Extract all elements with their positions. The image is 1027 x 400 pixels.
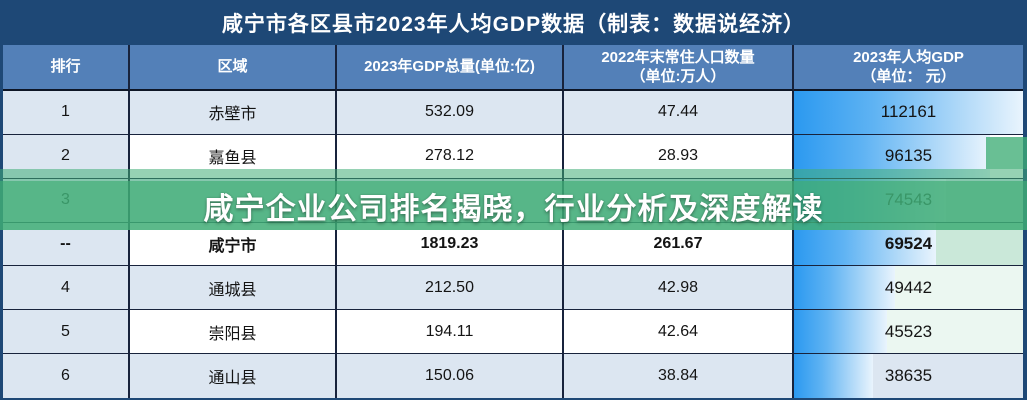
per-capita-cell-value: 69524 [884, 233, 933, 253]
rank-cell-value: 5 [61, 322, 70, 340]
header-cell-rank: 排行 [3, 45, 130, 91]
per-capita-cell-value: 38635 [884, 366, 933, 386]
region-cell-value: 通城县 [208, 281, 257, 299]
region-cell: 赤壁市 [130, 91, 337, 135]
header-cell-per_capita-value: 2023年人均GDP （单位： 元） [853, 48, 964, 86]
population-cell: 38.84 [564, 354, 794, 398]
region-cell: 通山县 [130, 354, 337, 398]
per-capita-cell: 112161 [794, 91, 1023, 135]
header-cell-region: 区域 [130, 45, 337, 91]
gdp-cell-value: 150.06 [425, 367, 474, 385]
gdp-cell: 150.06 [337, 354, 564, 398]
population-cell: 47.44 [564, 91, 794, 135]
header-cell-population: 2022年末常住人口数量 （单位:万人） [564, 45, 794, 91]
region-cell-value: 赤壁市 [208, 106, 257, 124]
gdp-cell-value: 278.12 [425, 147, 474, 165]
population-cell-value: 28.93 [657, 147, 699, 165]
header-cell-population-value: 2022年末常住人口数量 （单位:万人） [601, 48, 755, 86]
gdp-cell: 532.09 [337, 91, 564, 135]
header-cell-gdp-value: 2023年GDP总量(单位:亿) [364, 58, 535, 76]
gdp-cell: 212.50 [337, 266, 564, 311]
per-capita-cell-value: 49442 [884, 277, 933, 297]
overlay-green-strip [0, 169, 1027, 181]
per-capita-databar [794, 266, 895, 310]
gdp-cell-value: 532.09 [425, 103, 474, 121]
header-cell-gdp: 2023年GDP总量(单位:亿) [337, 45, 564, 91]
rank-cell: 5 [3, 310, 130, 355]
rank-cell-value: 1 [61, 103, 70, 121]
per-capita-cell-value: 112161 [880, 102, 937, 122]
rank-cell: 6 [3, 354, 130, 398]
gdp-cell-value: 194.11 [425, 322, 474, 340]
per-capita-databar [794, 310, 887, 354]
gdp-cell: 194.11 [337, 310, 564, 355]
region-cell-value: 通山县 [208, 370, 257, 388]
per-capita-cell-value: 96135 [884, 146, 933, 166]
page-title: 咸宁市各区县市2023年人均GDP数据（制表：数据说经济） [221, 12, 806, 36]
per-capita-cell: 45523 [794, 310, 1023, 355]
rank-cell: 4 [3, 266, 130, 311]
title-bar: 咸宁市各区县市2023年人均GDP数据（制表：数据说经济） [0, 0, 1027, 45]
rank-cell-value: 2 [61, 147, 70, 165]
region-cell-value: 嘉鱼县 [208, 150, 257, 168]
region-cell: 崇阳县 [130, 310, 337, 355]
region-cell-value: 崇阳县 [208, 325, 257, 343]
overlay-banner-text: 咸宁企业公司排名揭晓，行业分析及深度解读 [203, 192, 824, 226]
header-cell-per_capita: 2023年人均GDP （单位： 元） [794, 45, 1023, 91]
per-capita-cell-value: 45523 [884, 321, 933, 341]
rank-cell: 1 [3, 91, 130, 135]
population-cell-value: 42.64 [657, 322, 699, 340]
population-cell: 42.64 [564, 310, 794, 355]
rank-cell-value: 4 [61, 278, 70, 296]
population-cell-value: 38.84 [657, 367, 699, 385]
rank-cell-value: 6 [61, 367, 70, 385]
gdp-cell-value: 1819.23 [420, 234, 479, 252]
rank-cell-value: -- [60, 234, 71, 252]
overlay-banner: 咸宁企业公司排名揭晓，行业分析及深度解读 [0, 181, 1027, 230]
per-capita-databar [794, 354, 873, 398]
overlay-green-block [986, 137, 1027, 169]
gdp-cell-value: 212.50 [425, 278, 474, 296]
per-capita-databar [794, 91, 1023, 134]
population-cell: 42.98 [564, 266, 794, 311]
population-cell-value: 47.44 [657, 103, 699, 121]
region-cell: 通城县 [130, 266, 337, 311]
region-cell-value: 咸宁市 [208, 237, 257, 255]
header-cell-region-value: 区域 [217, 58, 248, 76]
header-cell-rank-value: 排行 [50, 58, 81, 76]
population-cell-value: 42.98 [657, 278, 699, 296]
per-capita-cell: 49442 [794, 266, 1023, 311]
population-cell-value: 261.67 [653, 234, 703, 252]
per-capita-cell: 38635 [794, 354, 1023, 398]
